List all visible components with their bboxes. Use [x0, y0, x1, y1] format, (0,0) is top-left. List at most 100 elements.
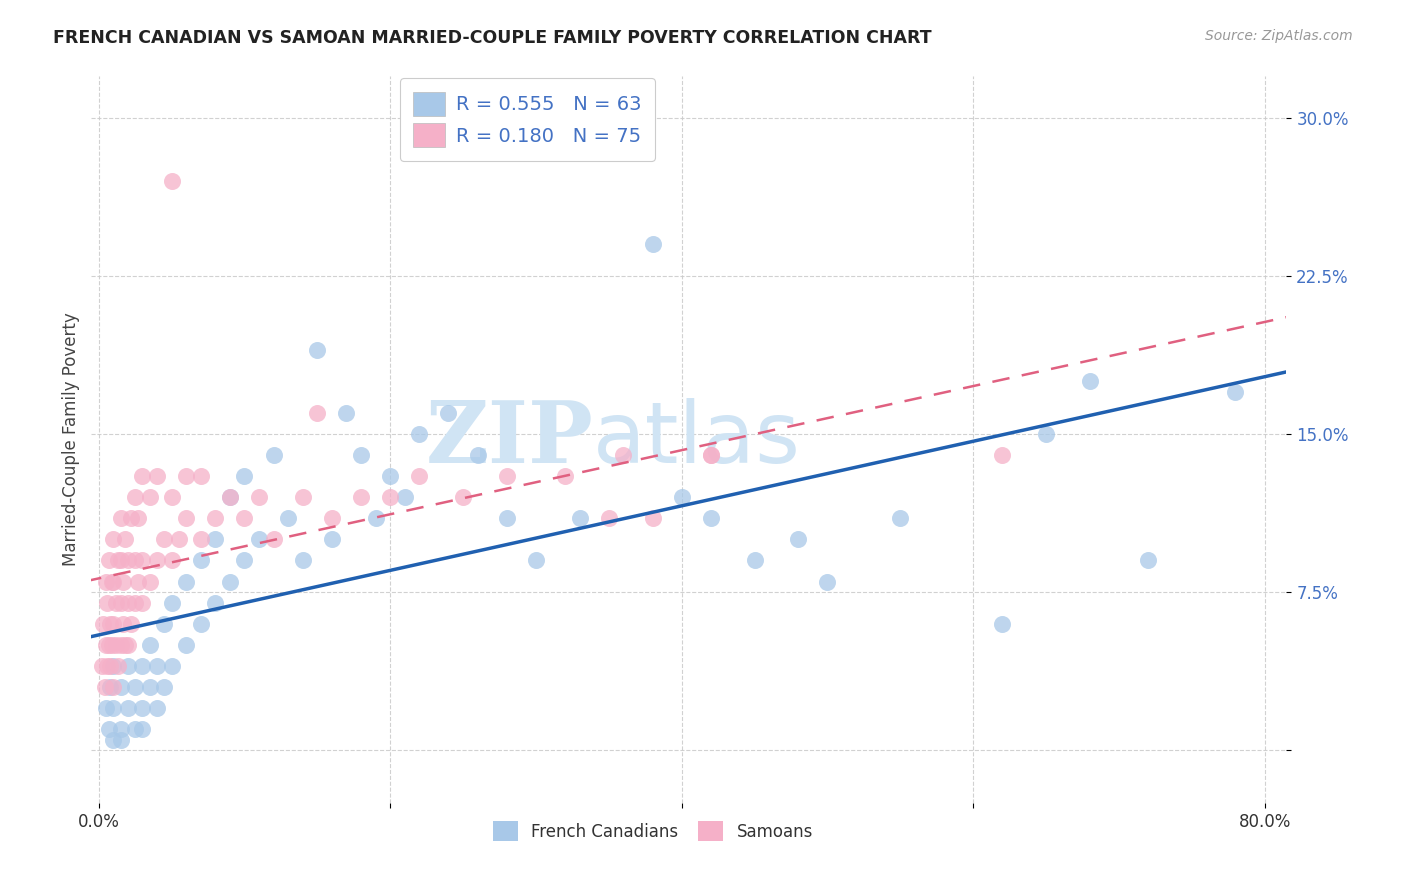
Y-axis label: Married-Couple Family Poverty: Married-Couple Family Poverty [62, 312, 80, 566]
Point [93, 680, 115, 694]
Point [117, 658, 139, 673]
Point [700, 448, 723, 462]
Point [612, 448, 634, 462]
Point [233, 469, 256, 483]
Point [103, 732, 125, 747]
Point [131, 658, 153, 673]
Point [110, 680, 132, 694]
Point [190, 553, 212, 567]
Point [114, 638, 136, 652]
Point [94, 638, 117, 652]
Point [174, 574, 197, 589]
Point [495, 511, 517, 525]
Point [554, 469, 576, 483]
Point [153, 680, 176, 694]
Point [105, 638, 128, 652]
Point [97, 638, 120, 652]
Point [124, 722, 146, 736]
Point [103, 533, 125, 547]
Point [218, 490, 240, 504]
Point [190, 616, 212, 631]
Point [160, 553, 183, 567]
Point [408, 427, 430, 442]
Point [117, 701, 139, 715]
Point [233, 553, 256, 567]
Point [107, 553, 129, 567]
Point [131, 596, 153, 610]
Point [350, 448, 373, 462]
Point [568, 511, 591, 525]
Point [190, 469, 212, 483]
Point [291, 490, 314, 504]
Point [138, 638, 160, 652]
Point [110, 722, 132, 736]
Point [378, 490, 402, 504]
Point [787, 533, 810, 547]
Point [131, 553, 153, 567]
Point [91, 616, 114, 631]
Point [744, 553, 766, 567]
Point [247, 490, 270, 504]
Point [1225, 384, 1247, 399]
Point [131, 701, 153, 715]
Point [117, 596, 139, 610]
Point [114, 533, 136, 547]
Point [700, 511, 723, 525]
Point [103, 680, 125, 694]
Point [138, 490, 160, 504]
Point [94, 574, 117, 589]
Point [120, 616, 142, 631]
Point [321, 533, 343, 547]
Point [101, 574, 124, 589]
Point [160, 490, 183, 504]
Point [160, 174, 183, 188]
Point [174, 469, 197, 483]
Point [277, 511, 299, 525]
Point [131, 469, 153, 483]
Point [815, 574, 838, 589]
Point [247, 533, 270, 547]
Point [671, 490, 693, 504]
Point [124, 490, 146, 504]
Point [524, 553, 547, 567]
Point [174, 511, 197, 525]
Point [451, 490, 474, 504]
Point [307, 406, 329, 420]
Point [204, 533, 226, 547]
Point [117, 638, 139, 652]
Point [110, 553, 132, 567]
Point [98, 680, 121, 694]
Text: ZIP: ZIP [426, 397, 593, 482]
Point [124, 553, 146, 567]
Point [350, 490, 373, 504]
Point [138, 574, 160, 589]
Point [378, 469, 402, 483]
Point [1078, 375, 1101, 389]
Point [103, 658, 125, 673]
Point [101, 638, 124, 652]
Point [112, 574, 135, 589]
Point [131, 722, 153, 736]
Point [437, 406, 460, 420]
Point [112, 616, 135, 631]
Point [467, 448, 489, 462]
Point [321, 511, 343, 525]
Point [110, 596, 132, 610]
Point [495, 469, 517, 483]
Point [117, 553, 139, 567]
Point [103, 616, 125, 631]
Point [153, 616, 176, 631]
Point [105, 596, 128, 610]
Point [103, 574, 125, 589]
Point [641, 237, 664, 252]
Point [90, 658, 112, 673]
Point [124, 680, 146, 694]
Point [120, 511, 142, 525]
Point [1035, 427, 1057, 442]
Point [98, 616, 121, 631]
Point [598, 511, 620, 525]
Point [160, 596, 183, 610]
Point [94, 701, 117, 715]
Point [263, 533, 285, 547]
Point [127, 574, 149, 589]
